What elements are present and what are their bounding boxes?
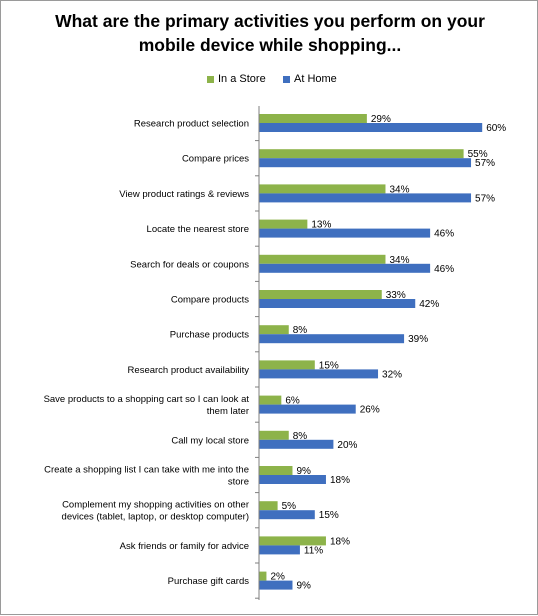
data-label-at-home-purchase-gift-cards: 9%	[296, 581, 311, 592]
category-label-create-a-shopping-list-i-can-take-with-me-into-the-store-line-2: store	[228, 477, 249, 488]
bar-at-home-ask-friends-or-family-for-advice	[259, 545, 300, 555]
bar-in-a-store-save-products-to-a-shopping-cart-so-i-can-look-at-them-later	[259, 395, 282, 405]
bar-at-home-research-product-availability	[259, 369, 379, 379]
chart-title-line-1: What are the primary activities you perf…	[55, 11, 485, 31]
category-label-search-for-deals-or-coupons: Search for deals or coupons	[130, 259, 249, 270]
category-label-purchase-products: Purchase products	[170, 330, 249, 341]
data-label-at-home-search-for-deals-or-coupons: 46%	[434, 264, 454, 275]
legend-swatch-in-a-store	[207, 75, 214, 83]
legend-label-in-a-store: In a Store	[218, 73, 266, 85]
data-label-at-home-call-my-local-store: 20%	[337, 440, 357, 451]
category-label-create-a-shopping-list-i-can-take-with-me-into-the-store-line-1: Create a shopping list I can take with m…	[44, 465, 249, 476]
legend-swatch-at-home	[283, 75, 290, 83]
bar-in-a-store-complement-my-shopping-activities-on-other-devices-tablet-laptop-or-desktop-computer	[259, 501, 278, 511]
category-label-locate-the-nearest-store: Locate the nearest store	[147, 224, 249, 235]
data-label-in-a-store-complement-my-shopping-activities-on-other-devices-tablet-laptop-or-desktop-computer: 5%	[282, 501, 297, 512]
bar-in-a-store-purchase-products	[259, 325, 289, 335]
legend-label-at-home: At Home	[294, 73, 337, 85]
data-label-in-a-store-compare-products: 33%	[386, 290, 406, 301]
bar-in-a-store-compare-prices	[259, 149, 464, 159]
bar-at-home-create-a-shopping-list-i-can-take-with-me-into-the-store	[259, 475, 326, 484]
data-label-at-home-view-product-ratings-reviews: 57%	[475, 193, 495, 204]
category-label-save-products-to-a-shopping-cart-so-i-can-look-at-them-later-line-1: Save products to a shopping cart so I ca…	[44, 394, 250, 405]
data-label-in-a-store-research-product-availability: 15%	[319, 360, 339, 371]
data-label-at-home-complement-my-shopping-activities-on-other-devices-tablet-laptop-or-desktop-computer: 15%	[319, 510, 339, 521]
data-label-in-a-store-locate-the-nearest-store: 13%	[311, 220, 331, 231]
data-label-in-a-store-call-my-local-store: 8%	[293, 431, 308, 442]
bar-at-home-save-products-to-a-shopping-cart-so-i-can-look-at-them-later	[259, 404, 356, 414]
data-label-in-a-store-purchase-gift-cards: 2%	[270, 572, 285, 583]
bar-at-home-call-my-local-store	[259, 439, 334, 449]
category-label-view-product-ratings-reviews: View product ratings & reviews	[119, 189, 249, 200]
data-label-in-a-store-purchase-products: 8%	[293, 325, 308, 336]
data-label-in-a-store-search-for-deals-or-coupons: 34%	[389, 255, 409, 266]
data-label-in-a-store-view-product-ratings-reviews: 34%	[389, 184, 409, 195]
data-label-in-a-store-create-a-shopping-list-i-can-take-with-me-into-the-store: 9%	[296, 466, 311, 477]
data-label-at-home-research-product-availability: 32%	[382, 369, 402, 380]
chart-title: What are the primary activities you perf…	[1, 9, 538, 57]
bar-in-a-store-locate-the-nearest-store	[259, 219, 308, 229]
bar-at-home-complement-my-shopping-activities-on-other-devices-tablet-laptop-or-desktop-computer	[259, 510, 315, 520]
legend-item-in-a-store: In a Store	[207, 73, 266, 85]
bar-in-a-store-purchase-gift-cards	[259, 571, 267, 581]
category-label-purchase-gift-cards: Purchase gift cards	[168, 576, 250, 587]
category-label-ask-friends-or-family-for-advice: Ask friends or family for advice	[120, 541, 249, 552]
bar-in-a-store-research-product-selection	[259, 114, 367, 123]
bar-at-home-view-product-ratings-reviews	[259, 193, 472, 203]
category-label-complement-my-shopping-activities-on-other-devices-tablet-laptop-or-desktop-computer-line-2: devices (tablet, laptop, or desktop comp…	[62, 512, 249, 523]
bar-at-home-search-for-deals-or-coupons	[259, 263, 431, 273]
legend-item-at-home: At Home	[283, 73, 337, 85]
category-label-research-product-selection: Research product selection	[134, 119, 249, 130]
data-label-at-home-research-product-selection: 60%	[486, 123, 506, 134]
bar-at-home-purchase-gift-cards	[259, 580, 293, 590]
data-label-at-home-save-products-to-a-shopping-cart-so-i-can-look-at-them-later: 26%	[360, 405, 380, 416]
data-label-at-home-compare-products: 42%	[419, 299, 439, 310]
data-label-at-home-create-a-shopping-list-i-can-take-with-me-into-the-store: 18%	[330, 475, 350, 486]
data-label-in-a-store-save-products-to-a-shopping-cart-so-i-can-look-at-them-later: 6%	[285, 396, 300, 407]
category-label-save-products-to-a-shopping-cart-so-i-can-look-at-them-later-line-2: them later	[207, 406, 249, 417]
bar-in-a-store-ask-friends-or-family-for-advice	[259, 536, 326, 546]
data-label-at-home-compare-prices: 57%	[475, 158, 495, 169]
bar-in-a-store-compare-products	[259, 290, 382, 299]
bar-at-home-compare-prices	[259, 158, 472, 168]
data-label-at-home-locate-the-nearest-store: 46%	[434, 229, 454, 240]
bar-at-home-compare-products	[259, 299, 416, 308]
category-label-compare-prices: Compare prices	[182, 154, 249, 165]
bar-in-a-store-call-my-local-store	[259, 430, 289, 440]
category-label-compare-products: Compare products	[171, 295, 249, 306]
category-label-research-product-availability: Research product availability	[128, 365, 250, 376]
bar-in-a-store-view-product-ratings-reviews	[259, 184, 386, 194]
bar-at-home-purchase-products	[259, 334, 405, 344]
data-label-at-home-purchase-products: 39%	[408, 334, 428, 345]
data-label-in-a-store-compare-prices: 55%	[468, 149, 488, 160]
bar-at-home-locate-the-nearest-store	[259, 228, 431, 238]
bar-in-a-store-search-for-deals-or-coupons	[259, 254, 386, 264]
bar-in-a-store-research-product-availability	[259, 360, 315, 370]
bar-in-a-store-create-a-shopping-list-i-can-take-with-me-into-the-store	[259, 466, 293, 475]
bar-at-home-research-product-selection	[259, 123, 483, 132]
chart-title-line-2: mobile device while shopping...	[138, 35, 402, 55]
chart-legend: In a Store At Home	[1, 73, 538, 87]
data-label-in-a-store-ask-friends-or-family-for-advice: 18%	[330, 536, 350, 547]
category-label-call-my-local-store: Call my local store	[171, 435, 249, 446]
data-label-in-a-store-research-product-selection: 29%	[371, 114, 391, 125]
data-label-at-home-ask-friends-or-family-for-advice: 11%	[304, 545, 323, 556]
category-label-complement-my-shopping-activities-on-other-devices-tablet-laptop-or-desktop-computer-line-1: Complement my shopping activities on oth…	[62, 500, 249, 511]
